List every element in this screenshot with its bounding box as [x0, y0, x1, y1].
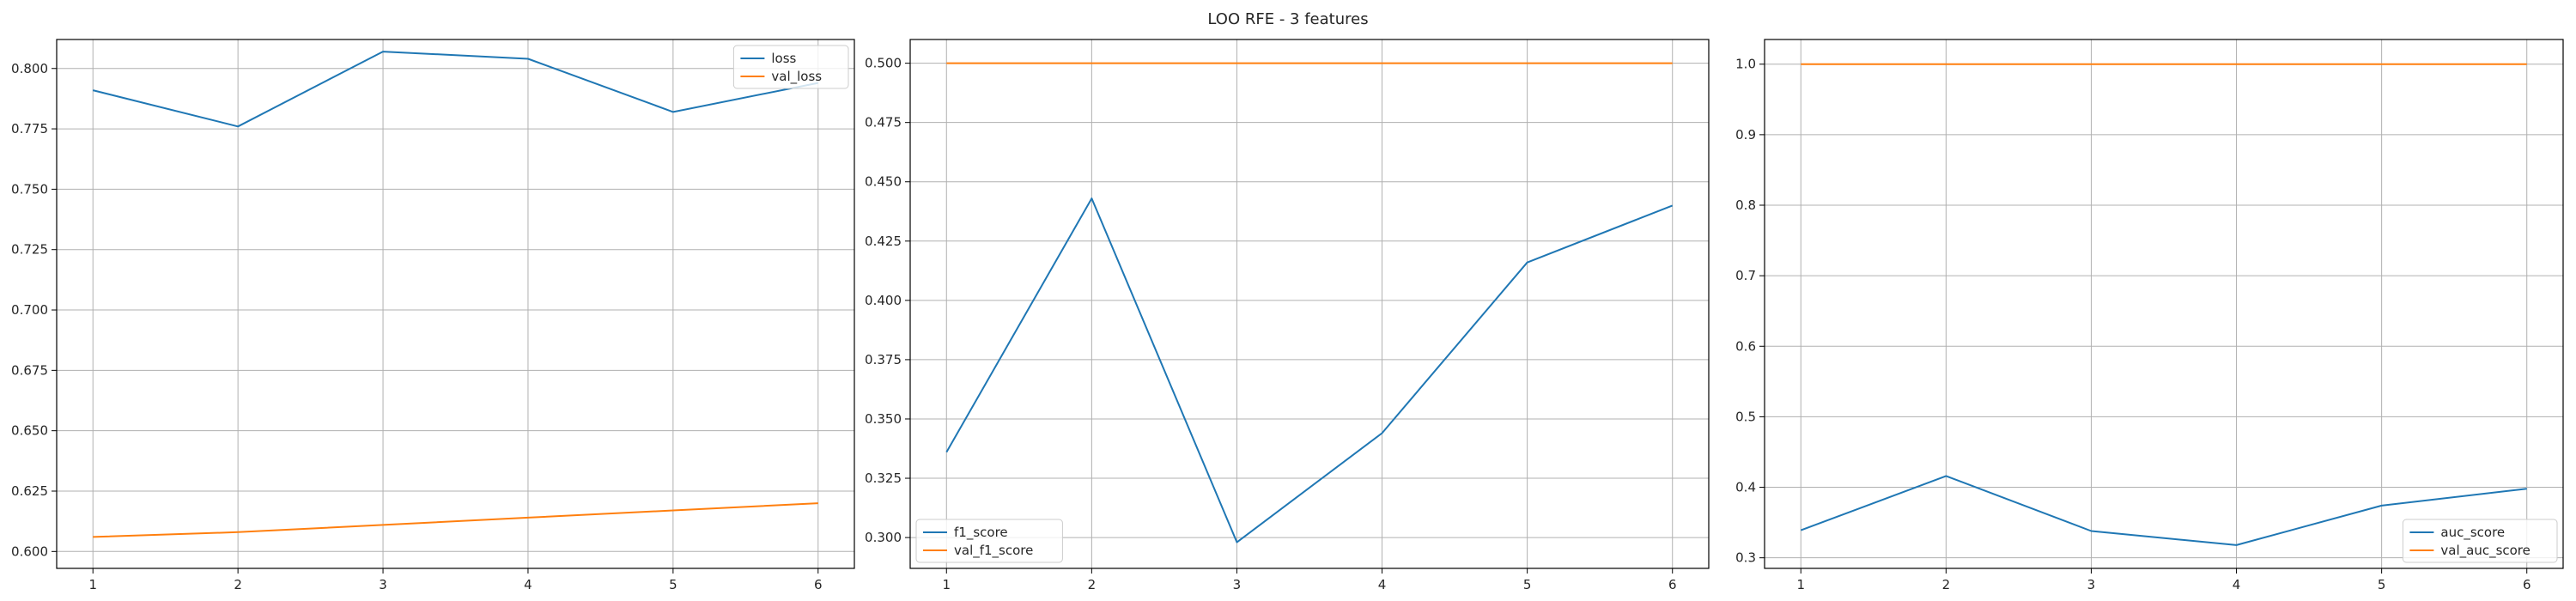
y-tick-label: 0.6	[1735, 338, 1756, 354]
x-tick-label: 2	[1088, 577, 1097, 592]
x-tick-label: 1	[88, 577, 97, 592]
legend: f1_score val_f1_score	[915, 519, 1063, 563]
y-tick-label: 1.0	[1735, 57, 1756, 72]
legend-label: auc_score	[2440, 525, 2505, 541]
series-line-auc-score	[1800, 475, 2527, 546]
y-tick-label: 0.5	[1735, 409, 1756, 424]
x-tick-label: 1	[942, 577, 951, 592]
legend-label: val_f1_score	[954, 543, 1033, 559]
y-tick-label: 0.625	[11, 483, 48, 499]
x-tick-label: 6	[2523, 577, 2531, 592]
x-tick-label: 4	[2233, 577, 2241, 592]
x-tick-label: 1	[1796, 577, 1805, 592]
legend-box	[2402, 519, 2558, 563]
axes-frame	[56, 39, 855, 569]
subplot-2: 1 2 3 4 5 6 0.300 0.325 0.350 0.375 0.400 0.425 0.45…	[865, 39, 1710, 592]
x-tick-label: 3	[1233, 577, 1242, 592]
series-line-f1-score	[945, 197, 1674, 543]
y-tick-label: 0.3	[1735, 550, 1756, 566]
axes-frame	[1764, 39, 2564, 569]
y-tick-label: 0.600	[11, 543, 48, 559]
y-tick-label: 0.775	[11, 121, 48, 137]
legend: loss val_loss	[732, 45, 849, 89]
y-tick-label: 0.8	[1735, 197, 1756, 213]
x-tick-label: 3	[2087, 577, 2096, 592]
x-tick-label: 2	[234, 577, 242, 592]
legend-box	[732, 45, 849, 89]
legend-label: f1_score	[954, 525, 1008, 541]
y-tick-label: 0.9	[1735, 127, 1756, 143]
y-tick-label: 0.350	[865, 411, 902, 427]
x-tick-label: 5	[2378, 577, 2386, 592]
series-line-loss	[92, 51, 818, 128]
y-tick-label: 0.7	[1735, 268, 1756, 283]
legend-box	[915, 519, 1063, 563]
legend-label: loss	[771, 51, 796, 66]
y-tick-label: 0.400	[865, 293, 902, 308]
figure-title: LOO RFE - 3 features	[1207, 10, 1368, 28]
y-tick-label: 0.300	[865, 530, 902, 545]
y-tick-label: 0.700	[11, 302, 48, 318]
legend: auc_score val_auc_score	[2402, 519, 2558, 563]
y-tick-label: 0.800	[11, 61, 48, 76]
y-tick-label: 0.750	[11, 181, 48, 197]
x-tick-label: 5	[1523, 577, 1532, 592]
x-tick-label: 6	[1668, 577, 1677, 592]
y-tick-label: 0.500	[865, 56, 902, 71]
subplots: 1 2 3 4 5 60.6000.6250.6500.6750.7000.7250.75…	[11, 39, 2564, 592]
axes-frame	[909, 39, 1710, 569]
y-tick-label: 0.475	[865, 115, 902, 131]
series-line-val-loss	[93, 502, 818, 538]
y-tick-label: 0.375	[865, 352, 902, 367]
x-tick-label: 4	[524, 577, 532, 592]
legend-label: val_loss	[771, 69, 822, 85]
x-tick-label: 4	[1378, 577, 1387, 592]
y-tick-label: 0.675	[11, 362, 48, 378]
y-tick-label: 0.725	[11, 242, 48, 258]
legend-label: val_auc_score	[2440, 543, 2530, 559]
x-tick-label: 6	[814, 577, 823, 592]
subplot-1: 1 2 3 4 5 6 0.600 0.625 0.650 0.675 0.700 0.725 0.75…	[11, 39, 855, 592]
y-tick-label: 0.450	[865, 174, 902, 190]
subplot-3: 1 2 3 4 5 6 0.3 0.4 0.5 0.6 0.7 0.8 0.9 1.0 auc_scorev…	[1735, 39, 2564, 592]
y-tick-label: 0.4	[1735, 480, 1756, 495]
x-tick-label: 5	[669, 577, 677, 592]
x-tick-label: 2	[1942, 577, 1951, 592]
y-tick-label: 0.425	[865, 234, 902, 249]
x-tick-label: 3	[379, 577, 387, 592]
y-tick-label: 0.650	[11, 423, 48, 439]
y-tick-label: 0.325	[865, 470, 902, 486]
